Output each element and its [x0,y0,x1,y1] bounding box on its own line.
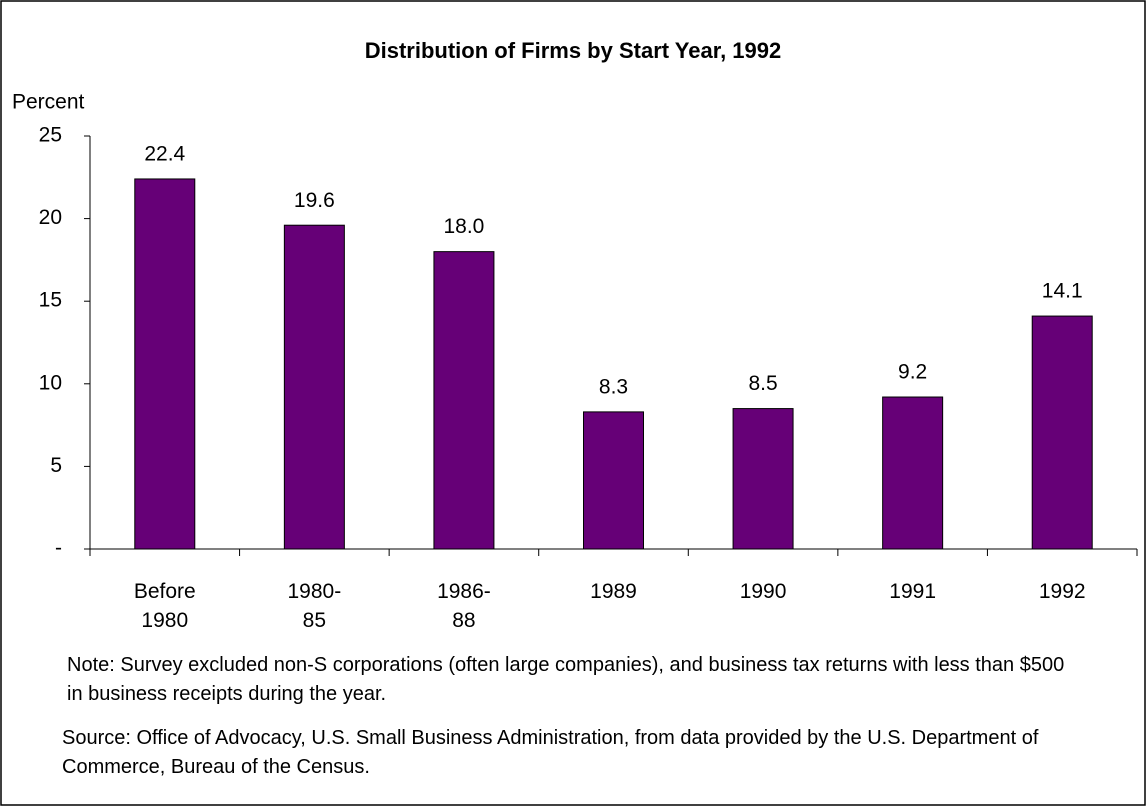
y-tick-label: 5 [50,454,62,477]
y-tick-label: 15 [39,289,62,312]
data-label: 14.1 [1042,280,1083,303]
data-label: 8.5 [748,372,777,395]
x-tick-label: 1991 [889,580,936,603]
x-tick-label: 1992 [1038,580,1086,603]
bar [732,408,794,550]
x-tick-label: 1980- 85 [287,580,342,632]
chart-title: Distribution of Firms by Start Year, 199… [365,38,782,63]
y-tick-label: 20 [39,206,62,229]
bar [583,411,644,550]
x-tick-label: 1989 [590,580,637,603]
data-label: 8.3 [599,375,628,398]
y-axis-label: Percent [12,91,85,114]
bar [433,251,495,550]
bar [1031,315,1093,550]
bar [134,178,196,550]
data-label: 18.0 [443,215,484,238]
data-label: 22.4 [144,142,185,165]
source: Source: Office of Advocacy, U.S. Small B… [62,727,1039,778]
note: Note: Survey excluded non-S corporations… [67,654,1065,705]
y-tick-label: 10 [39,371,62,394]
bar [882,396,944,550]
data-label: 9.2 [898,361,927,384]
x-tick-label: 1990 [739,580,787,603]
data-label: 19.6 [294,189,335,212]
y-tick-label: - [55,537,62,560]
y-tick-label: 25 [39,124,62,147]
x-tick-label: Before 1980 [133,580,196,632]
bar [283,224,345,550]
x-tick-label: 1986- 88 [437,580,491,632]
